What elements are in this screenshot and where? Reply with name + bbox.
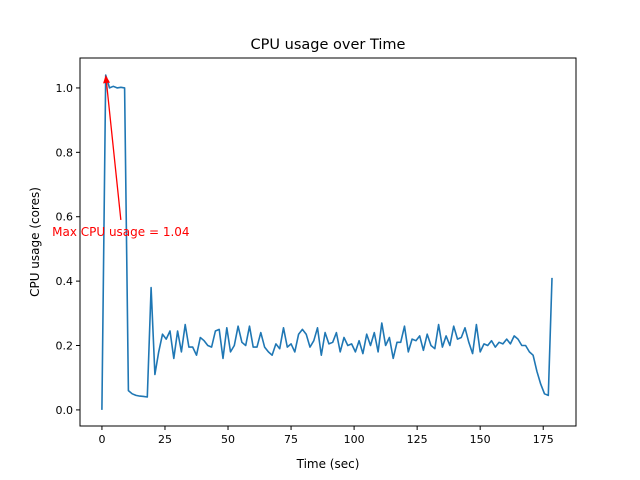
max-annotation: Max CPU usage = 1.04 <box>52 75 190 239</box>
y-tick-label: 0.4 <box>56 275 74 288</box>
x-tick-label: 0 <box>98 433 105 446</box>
y-axis-label: CPU usage (cores) <box>28 187 42 297</box>
x-tick-label: 100 <box>344 433 365 446</box>
y-tick-label: 0.6 <box>56 211 74 224</box>
axes-frame <box>79 57 577 427</box>
x-tick-label: 175 <box>533 433 554 446</box>
x-axis: 0 25 50 75 100 125 150 175 <box>98 426 554 446</box>
y-tick-label: 0.2 <box>56 340 74 353</box>
x-tick-label: 150 <box>470 433 491 446</box>
y-axis: 0.0 0.2 0.4 0.6 0.8 1.0 <box>56 82 80 417</box>
y-tick-label: 1.0 <box>56 82 74 95</box>
x-tick-label: 75 <box>284 433 298 446</box>
x-tick-label: 50 <box>221 433 235 446</box>
x-tick-label: 25 <box>158 433 172 446</box>
annotation-arrowhead <box>103 75 111 84</box>
x-axis-label: Time (sec) <box>296 457 360 471</box>
x-tick-label: 125 <box>407 433 428 446</box>
annotation-arrow <box>105 82 122 221</box>
y-tick-label: 0.8 <box>56 146 74 159</box>
plot-area <box>101 74 553 410</box>
y-tick-label: 0.0 <box>56 404 74 417</box>
chart-title: CPU usage over Time <box>251 37 406 53</box>
annotation-text: Max CPU usage = 1.04 <box>52 225 189 239</box>
cpu-usage-line <box>101 74 553 410</box>
